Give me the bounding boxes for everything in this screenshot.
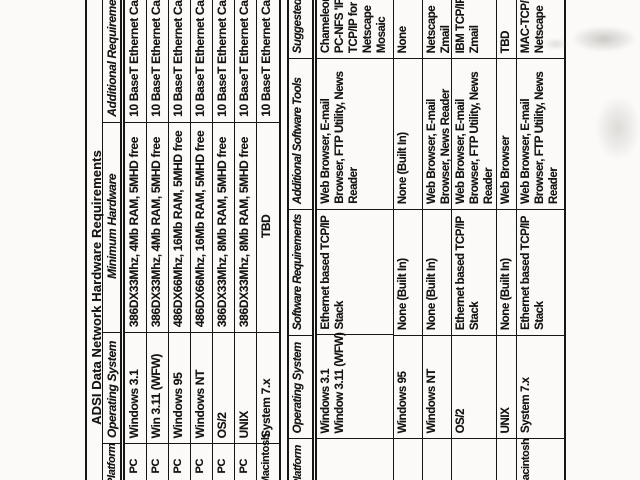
cell-suggested: None bbox=[397, 26, 409, 54]
column-header-minimum-hardware: Minimum Hardware bbox=[103, 121, 120, 332]
cell-os: Windows 3.1 bbox=[125, 332, 146, 444]
table-row: PC OS/2 386DX33Mhz, 8Mb RAM, 5MHD free 1… bbox=[213, 0, 235, 480]
cell-platform: Macintosh bbox=[257, 434, 279, 480]
cell-hardware: 386DX33Mhz, 8Mb RAM, 5MHD free bbox=[235, 121, 256, 333]
cell-os: Win 3.11 (WFW) bbox=[147, 332, 168, 444]
table-row: PC Windows NT 486DX66Mhz, 16Mb RAM, 5MHD… bbox=[191, 0, 213, 480]
cell-os: UNIX bbox=[497, 335, 516, 439]
table-row: PC Windows 95 486DX66Mhz, 16Mb RAM, 5MHD… bbox=[169, 0, 191, 480]
cell-os: OS/2 bbox=[452, 335, 496, 439]
cell-hardware: 486DX66Mhz, 16Mb RAM, 5MHD free bbox=[169, 121, 190, 333]
cell-software-tools: Web Browser, E-mail Browser, FTP Utility… bbox=[452, 58, 496, 210]
table-row: PC Windows 3.1 386DX33Mhz, 4Mb RAM, 5MHD… bbox=[125, 0, 147, 480]
cell-additional-req: 10 BaseT Ethernet Card bbox=[149, 0, 163, 117]
cell-platform: PC bbox=[191, 443, 212, 480]
cell-additional-req: 10 BaseT Ethernet Card bbox=[259, 0, 273, 117]
cell-software-req: None (Built In) bbox=[394, 209, 422, 336]
cell-software-tools: None (Built In) bbox=[394, 58, 422, 210]
cell-os: OS/2 bbox=[213, 332, 234, 444]
cell-os: Windows NT bbox=[423, 335, 451, 439]
table-software-requirements: Platform Operating System Software Requi… bbox=[287, 0, 566, 480]
cell-software-tools: Web Browser, E-mail Browser, FTP Utility… bbox=[317, 58, 393, 209]
table-row: Windows 3.1 Window 3.11 (WFW) Ethernet b… bbox=[317, 0, 394, 480]
cell-os: UNIX bbox=[235, 332, 256, 444]
cell-platform bbox=[317, 438, 393, 480]
cell-os: System 7.x bbox=[517, 334, 564, 438]
cell-suggested: Netscape Zmail bbox=[426, 5, 452, 54]
table-row: PC Win 3.11 (WFW) 386DX33Mhz, 4Mb RAM, 5… bbox=[147, 0, 169, 480]
cell-suggested: MAC-TCP/IP Netscape bbox=[520, 0, 546, 54]
cell-suggested: IBM TCP/IP Zmail bbox=[455, 0, 481, 54]
cell-additional-req: 10 BaseT Ethernet Card bbox=[237, 0, 251, 117]
column-header-software-requirements: Software Requirements bbox=[289, 209, 312, 336]
column-header-suggested: Suggested bbox=[292, 0, 304, 54]
cell-software-req: Ethernet based TCP/IP Stack bbox=[517, 208, 564, 335]
cell-os: Windows NT bbox=[191, 332, 212, 444]
cell-additional-req: 10 BaseT Ethernet Card bbox=[215, 0, 229, 117]
table-title: ADSI Data Network Hardware Requirements bbox=[89, 150, 104, 425]
table-header-row: Platform Operating System Minimum Hardwa… bbox=[103, 0, 125, 480]
table-row: UNIX None (Built In) Web Browser TBD bbox=[497, 0, 517, 480]
cell-hardware: 386DX33Mhz, 4Mb RAM, 5MHD free bbox=[125, 121, 146, 333]
column-header-platform: Platform bbox=[289, 438, 312, 480]
cell-software-tools: Web Browser, E-mail Browser, FTP Utility… bbox=[517, 58, 564, 209]
cell-os: System 7.x bbox=[257, 331, 279, 443]
cell-software-req: None (Built In) bbox=[497, 209, 516, 336]
cell-suggested: Chameleon PC-NFS 'IP TCP/IP for Netscape… bbox=[320, 0, 388, 54]
column-header-additional-requirements: Additional Requirements bbox=[105, 0, 119, 117]
cell-hardware: 486DX66Mhz, 16Mb RAM, 5MHD free bbox=[191, 121, 212, 333]
cell-platform bbox=[394, 438, 422, 480]
cell-suggested: TBD bbox=[500, 31, 512, 54]
table-row: OS/2 Ethernet based TCP/IP Stack Web Bro… bbox=[452, 0, 497, 480]
cell-os: Windows 3.1 Window 3.11 (WFW) bbox=[317, 333, 393, 439]
cell-platform bbox=[452, 438, 496, 480]
column-header-additional-software-tools: Additional Software Tools bbox=[289, 58, 312, 210]
table-hardware-requirements: ADSI Data Network Hardware Requirements … bbox=[85, 0, 281, 480]
cell-hardware: 386DX33Mhz, 4Mb RAM, 5MHD free bbox=[147, 121, 168, 333]
cell-additional-req: 10 BaseT Ethernet Card bbox=[193, 0, 207, 117]
table-header-row: Platform Operating System Software Requi… bbox=[289, 0, 317, 480]
cell-software-req: Ethernet based TCP/IP Stack bbox=[317, 208, 393, 335]
cell-platform: PC bbox=[213, 443, 234, 480]
cell-platform: PC bbox=[147, 443, 168, 480]
cell-software-req: Ethernet based TCP/IP Stack bbox=[452, 209, 496, 336]
column-header-operating-system: Operating System bbox=[289, 335, 312, 439]
cell-hardware: 386DX33Mhz, 8Mb RAM, 5MHD free bbox=[213, 121, 234, 333]
cell-additional-req: 10 BaseT Ethernet Card bbox=[127, 0, 141, 117]
cell-os: Windows 95 bbox=[169, 332, 190, 444]
table-row: Windows NT None (Built In) Web Browser, … bbox=[423, 0, 452, 480]
cell-platform: Macintosh bbox=[517, 438, 564, 480]
cell-platform: PC bbox=[235, 443, 256, 480]
table-row: Macintosh System 7.x Ethernet based TCP/… bbox=[517, 0, 564, 480]
cell-software-tools: Web Browser, E-mail Browser, News Reader bbox=[423, 58, 452, 210]
cell-additional-req: 10 BaseT Ethernet Card bbox=[171, 0, 185, 117]
column-header-platform: Platform bbox=[103, 443, 120, 480]
table-row: PC UNIX 386DX33Mhz, 8Mb RAM, 5MHD free 1… bbox=[235, 0, 257, 480]
cell-software-req: None (Built In) bbox=[423, 209, 451, 336]
cell-platform: PC bbox=[125, 443, 146, 480]
table-row: Macintosh System 7.x TBD 10 BaseT Ethern… bbox=[257, 0, 279, 480]
rotated-document: ADSI Data Network Hardware Requirements … bbox=[85, 0, 640, 480]
cell-hardware: TBD bbox=[257, 121, 279, 332]
table-row: Windows 95 None (Built In) None (Built I… bbox=[394, 0, 423, 480]
cell-platform bbox=[423, 438, 451, 480]
cell-software-tools: Web Browser bbox=[497, 58, 516, 210]
cell-platform bbox=[497, 438, 516, 480]
cell-platform: PC bbox=[169, 443, 190, 480]
column-header-operating-system: Operating System bbox=[103, 331, 120, 443]
table-title-row: ADSI Data Network Hardware Requirements bbox=[87, 0, 104, 480]
cell-os: Windows 95 bbox=[394, 335, 422, 439]
